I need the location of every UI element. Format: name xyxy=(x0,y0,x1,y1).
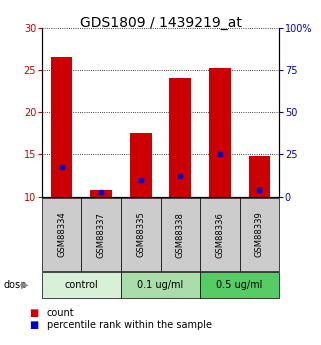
Text: ■: ■ xyxy=(29,320,38,329)
Text: 0.5 ug/ml: 0.5 ug/ml xyxy=(216,280,263,290)
Bar xyxy=(209,68,231,197)
Text: GDS1809 / 1439219_at: GDS1809 / 1439219_at xyxy=(80,16,241,30)
Text: GSM88335: GSM88335 xyxy=(136,212,145,257)
Text: percentile rank within the sample: percentile rank within the sample xyxy=(47,320,212,329)
Text: ▶: ▶ xyxy=(21,280,28,290)
Text: GSM88337: GSM88337 xyxy=(97,212,106,257)
Bar xyxy=(90,190,112,197)
Text: GSM88338: GSM88338 xyxy=(176,212,185,257)
Text: GSM88336: GSM88336 xyxy=(215,212,224,257)
Bar xyxy=(51,57,73,197)
Text: 0.1 ug/ml: 0.1 ug/ml xyxy=(137,280,184,290)
Text: ■: ■ xyxy=(29,308,38,317)
Bar xyxy=(169,78,191,197)
Bar xyxy=(248,156,270,197)
Bar xyxy=(130,133,152,197)
Text: dose: dose xyxy=(3,280,26,290)
Text: count: count xyxy=(47,308,74,317)
Text: control: control xyxy=(65,280,98,290)
Text: GSM88339: GSM88339 xyxy=(255,212,264,257)
Text: GSM88334: GSM88334 xyxy=(57,212,66,257)
